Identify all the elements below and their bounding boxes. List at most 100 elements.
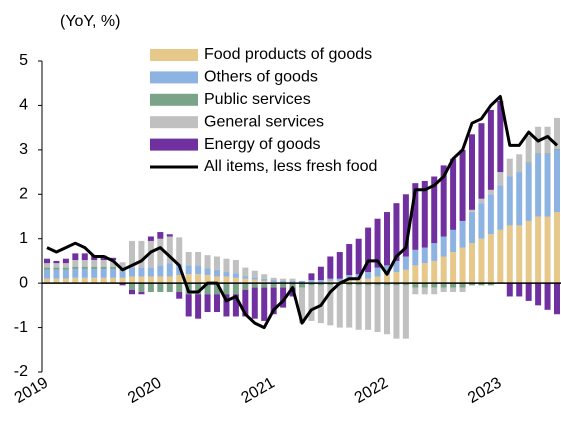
bar-segment [402,285,409,339]
bar-segment [487,194,494,235]
bar-segment [195,294,202,319]
bar-segment [242,283,249,290]
bar-segment [478,203,485,239]
bar-segment [440,287,447,293]
bar-segment [62,263,69,268]
bar-segment [317,266,324,281]
legend-label: Public services [204,91,311,108]
bar-segment [497,100,504,173]
bar-segment [506,176,513,226]
bar-segment [506,158,513,177]
bar-segment [166,263,173,277]
bar-segment [346,285,353,328]
bar-segment [440,256,447,284]
bar-segment [289,278,296,281]
legend-label: General services [204,113,324,130]
bar-segment [138,292,145,295]
bar-segment [402,283,409,286]
bar-segment [355,285,362,330]
bar-segment [327,280,334,284]
bar-segment [421,180,428,248]
bar-segment [459,149,466,221]
bar-segment [497,185,504,230]
bar-segment [554,117,560,149]
bar-segment [100,277,107,284]
bar-segment [450,252,457,284]
bar-segment [308,280,315,283]
bar-segment [185,265,192,275]
bar-segment [204,294,211,313]
bar-segment [81,253,88,261]
bar-segment [157,238,164,266]
bar-segment [402,194,409,257]
bar-segment [327,285,334,326]
bar-segment [147,276,154,284]
bar-segment [251,283,258,288]
bar-segment [81,260,88,267]
bar-segment [525,163,532,221]
bar-segment [516,283,523,297]
bar-segment [204,255,211,269]
bar-segment [110,257,117,261]
bar-segment [214,269,220,277]
legend-swatch [150,138,198,151]
bar-segment [72,253,79,261]
bar-segment [487,283,494,286]
bar-segment [450,158,457,230]
bar-segment [450,229,457,253]
bar-segment [223,272,230,277]
bar-segment [176,275,183,284]
bar-segment [53,260,60,264]
bar-segment [374,276,381,284]
y-tick-label: -1 [14,319,28,336]
bar-segment [204,275,211,284]
bar-segment [365,278,372,284]
bar-segment [487,109,494,190]
bar-segment [421,263,428,284]
bar-segment [223,276,230,284]
bar-segment [469,212,475,244]
bar-segment [544,153,551,155]
bar-segment [280,278,287,281]
bar-segment [525,220,532,284]
bar-segment [393,285,400,339]
bar-segment [119,277,126,284]
bar-segment [544,154,551,217]
bar-segment [393,203,400,261]
bar-segment [365,285,372,330]
bar-segment [440,283,447,288]
bar-segment [478,198,485,204]
bar-segment [242,276,249,279]
bar-segment [431,287,438,295]
bar-segment [166,236,173,264]
bar-segment [289,280,296,284]
bar-segment [270,280,277,283]
legend-label: Others of goods [204,69,318,86]
bar-segment [138,240,145,268]
bar-segment [308,285,315,321]
bar-segment [138,283,145,293]
bar-segment [374,218,381,268]
bar-segment [478,238,485,284]
bar-segment [223,283,230,295]
bar-segment [506,283,513,297]
bar-segment [157,276,164,284]
bar-segment [232,273,239,278]
bar-segment [516,172,523,226]
bar-segment [100,260,107,267]
bar-segment [185,274,192,284]
bar-segment [374,283,381,286]
bar-segment [251,277,258,280]
bar-segment [129,267,135,277]
bar-segment [166,276,173,284]
bar-segment [525,162,532,164]
bar-segment [402,269,409,284]
bar-segment [346,279,353,284]
bar-segment [129,289,135,295]
bar-segment [261,278,268,281]
bar-segment [147,267,154,277]
bar-segment [62,278,69,284]
bar-segment [554,149,560,213]
bar-segment [53,269,60,279]
bar-segment [327,283,334,286]
